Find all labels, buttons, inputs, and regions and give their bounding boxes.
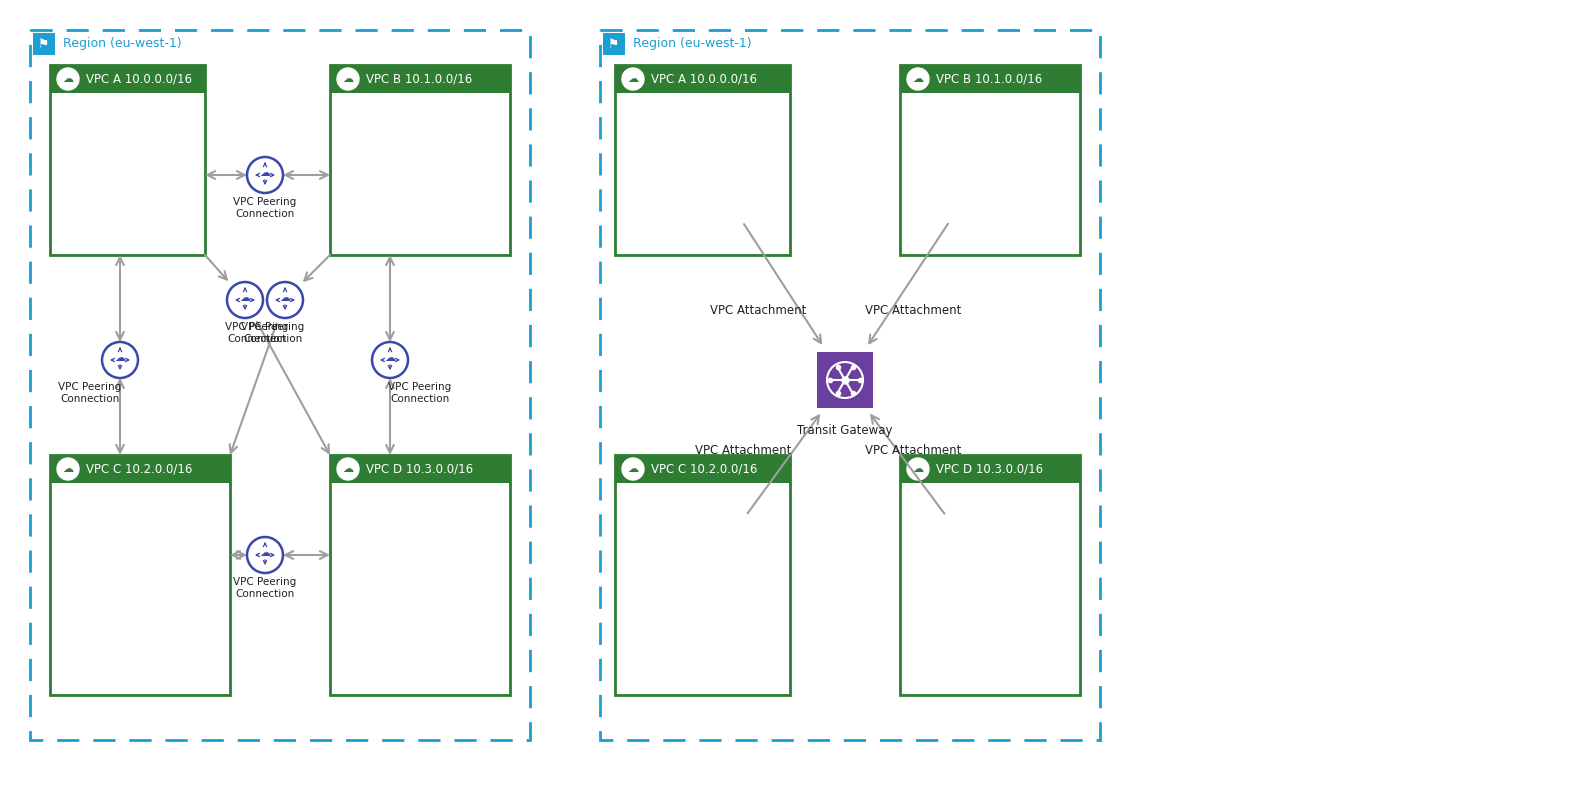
Bar [329,455,510,695]
Text: ⚑: ⚑ [38,38,49,51]
Circle shape [247,537,284,573]
Bar [604,33,626,55]
Bar [329,65,510,93]
Circle shape [337,458,360,480]
Circle shape [908,458,928,480]
Text: ☁: ☁ [627,74,638,84]
Text: ☁: ☁ [62,74,73,84]
Text: VPC Attachment: VPC Attachment [695,444,792,456]
Text: ☁: ☁ [260,548,271,558]
Circle shape [268,282,303,318]
Text: ☁: ☁ [62,464,73,474]
Bar [900,65,1080,255]
Bar [900,455,1080,483]
Bar [329,65,510,255]
Bar [51,455,230,483]
Text: VPC Peering
Connection: VPC Peering Connection [225,322,288,343]
Bar [329,455,510,483]
Text: VPC A 10.0.0.0/16: VPC A 10.0.0.0/16 [651,72,757,86]
Bar [51,65,204,255]
Bar [900,455,1080,695]
Bar [51,65,204,93]
Bar [615,65,790,93]
Text: ☁: ☁ [239,293,250,303]
Text: ☁: ☁ [114,353,125,363]
Text: ☁: ☁ [279,293,290,303]
Text: VPC C 10.2.0.0/16: VPC C 10.2.0.0/16 [86,463,192,476]
Circle shape [908,68,928,90]
Text: ☁: ☁ [627,464,638,474]
Text: VPC Peering
Connection: VPC Peering Connection [233,197,296,219]
Bar [615,65,790,255]
Text: VPC Peering
Connection: VPC Peering Connection [59,382,122,403]
Text: VPC D 10.3.0.0/16: VPC D 10.3.0.0/16 [366,463,474,476]
Bar [615,455,790,695]
Circle shape [101,342,138,378]
Bar [51,455,230,695]
Text: ⚑: ⚑ [608,38,619,51]
Text: Transit Gateway: Transit Gateway [797,424,893,437]
Bar [615,455,790,483]
Text: VPC B 10.1.0.0/16: VPC B 10.1.0.0/16 [936,72,1042,86]
Bar [900,65,1080,93]
Bar [30,30,531,740]
Text: VPC Attachment: VPC Attachment [710,303,806,317]
Text: VPC Attachment: VPC Attachment [865,303,961,317]
Circle shape [57,458,79,480]
Text: ☁: ☁ [260,168,271,178]
Bar [600,30,1099,740]
Text: ☁: ☁ [912,464,923,474]
Text: ☁: ☁ [912,74,923,84]
Text: Region (eu-west-1): Region (eu-west-1) [63,38,182,51]
Text: VPC Peering
Connection: VPC Peering Connection [233,577,296,598]
Circle shape [227,282,263,318]
Circle shape [247,157,284,193]
Circle shape [372,342,409,378]
Text: VPC C 10.2.0.0/16: VPC C 10.2.0.0/16 [651,463,757,476]
Text: ☁: ☁ [342,464,353,474]
Text: VPC Peering
Connection: VPC Peering Connection [241,322,304,343]
Text: ☁: ☁ [385,353,396,363]
Text: Region (eu-west-1): Region (eu-west-1) [634,38,752,51]
Text: ☁: ☁ [342,74,353,84]
Text: VPC A 10.0.0.0/16: VPC A 10.0.0.0/16 [86,72,192,86]
Text: VPC Peering
Connection: VPC Peering Connection [388,382,451,403]
Text: VPC B 10.1.0.0/16: VPC B 10.1.0.0/16 [366,72,472,86]
Circle shape [623,68,645,90]
Text: VPC Attachment: VPC Attachment [865,444,961,456]
Bar [33,33,55,55]
Bar [817,352,873,408]
Circle shape [57,68,79,90]
Circle shape [623,458,645,480]
Circle shape [337,68,360,90]
Text: VPC D 10.3.0.0/16: VPC D 10.3.0.0/16 [936,463,1044,476]
